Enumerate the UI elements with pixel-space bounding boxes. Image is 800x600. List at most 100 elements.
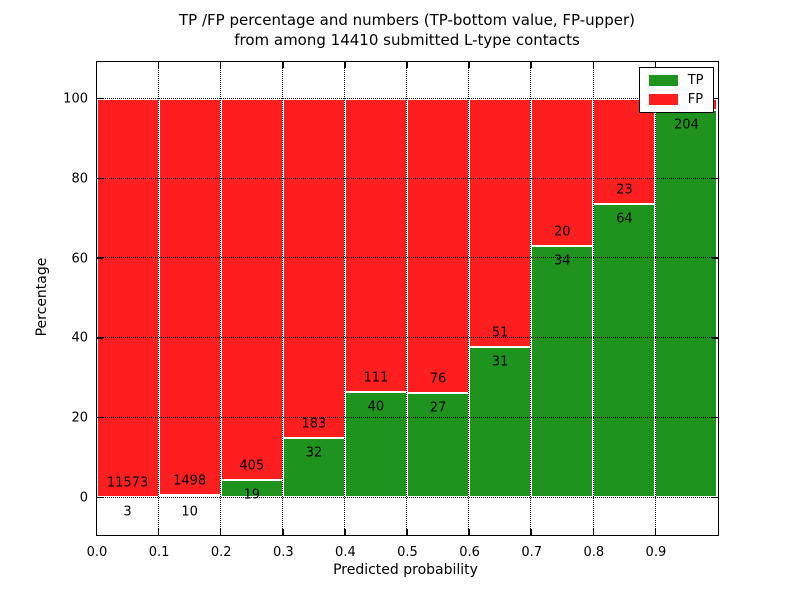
x-tick-label: 0.0 [86,545,108,560]
y-tick-left [96,496,103,499]
v-gridline [344,61,346,535]
y-tick-label: 0 [79,490,88,506]
x-tick-bottom [530,528,532,535]
x-tick-top [219,61,222,68]
y-tick-right [711,177,718,180]
y-tick-left [96,337,103,339]
v-gridline [406,61,408,535]
x-tick-top [468,61,470,68]
bar-segment-tp [469,346,532,498]
x-tick-top [530,61,532,68]
x-tick-top [282,61,284,68]
bar-segment-fp [344,98,407,392]
bar-segment-tp [593,204,656,498]
y-tick-label: 100 [63,91,88,107]
bar-segment-tp [407,392,470,498]
v-gridline [157,61,159,535]
bar-value-tp: 40 [367,399,385,415]
bar-segment-tp [655,109,718,498]
bar-value-tp: 10 [181,504,198,520]
bar-value-fp: 20 [553,224,571,240]
bar-value-fp: 23 [616,182,633,198]
x-tick-bottom [654,528,657,535]
legend-swatch-fp [648,93,678,105]
bar-segment-fp [407,98,470,393]
bar-segment-fp [469,98,532,347]
y-tick-label: 80 [71,171,88,187]
x-tick-top [406,61,408,68]
x-tick-top [344,61,346,68]
x-tick-label: 0.4 [335,545,356,560]
bar-segment-fp [593,98,656,204]
x-tick-bottom [157,528,160,535]
x-tick-label: 0.7 [521,545,543,560]
chart-title: TP /FP percentage and numbers (TP-bottom… [7,10,800,50]
bar-segment-fp [282,98,345,439]
bar-value-tp: 19 [243,487,261,503]
bar-segment-fp [96,98,159,498]
x-tick-label: 0.3 [272,545,294,560]
x-tick-bottom [282,528,284,535]
v-gridline [468,61,470,535]
v-gridline [282,61,283,535]
x-tick-label: 0.5 [397,545,418,560]
y-tick-label: 20 [71,410,88,426]
bar-value-fp: 405 [239,458,265,474]
x-tick-label: 0.1 [148,545,170,560]
x-tick-bottom [344,528,346,535]
bar-value-fp: 76 [429,371,447,387]
y-axis-label: Percentage [34,257,50,337]
y-tick-label: 60 [71,251,88,267]
y-tick-left [96,97,103,100]
x-tick-bottom [468,528,470,535]
bar-segment-fp [158,98,221,495]
bar-value-tp: 204 [674,117,699,133]
v-gridline [592,61,594,535]
y-tick-left [96,257,103,259]
bar-value-tp: 34 [553,253,571,269]
y-tick-right [711,97,718,100]
x-tick-top [157,61,160,68]
x-tick-label: 0.8 [583,545,605,560]
bar-value-fp: 51 [491,325,509,341]
bar-value-fp: 183 [301,416,327,432]
bar-segment-fp [531,98,594,247]
y-tick-label: 40 [71,330,88,346]
x-tick-label: 0.9 [645,545,667,560]
v-gridline [654,61,656,535]
chart-title-line2: from among 14410 submitted L-type contac… [234,31,580,49]
y-tick-left [96,416,103,419]
legend-entry-tp: TP [648,72,704,88]
bar-segment-tp [531,246,594,498]
legend-label-fp: FP [687,91,704,107]
legend-label-tp: TP [687,72,704,88]
x-axis-label: Predicted probability [333,562,478,578]
y-tick-right [711,337,718,339]
bar-value-tp: 27 [429,400,447,416]
x-tick-label: 0.2 [210,545,232,560]
bar-value-fp: 11573 [106,475,149,491]
bar-segment-fp [220,98,283,480]
x-tick-top [592,61,595,68]
plot-area: TP FP 11573 3 1498 10 405 19 183 32 111 40 76 27 51 31… [95,60,719,536]
x-tick-bottom [592,528,595,535]
legend-swatch-tp [648,74,678,86]
y-tick-right [711,496,718,499]
bar-value-tp: 32 [305,445,323,461]
y-tick-left [96,177,103,180]
v-gridline [530,61,532,535]
x-tick-bottom [406,528,408,535]
v-gridline [219,61,221,535]
y-tick-right [711,416,718,419]
bar-value-tp: 3 [123,504,132,520]
x-tick-bottom [219,528,222,535]
legend-entry-fp: FP [648,91,704,107]
x-tick-top [654,61,657,68]
bar-value-tp: 64 [616,211,633,227]
bar-value-tp: 31 [491,354,509,370]
x-tick-label: 0.6 [459,545,480,560]
y-tick-right [711,257,718,259]
bar-value-fp: 111 [363,370,389,386]
chart-title-line1: TP /FP percentage and numbers (TP-bottom… [179,11,635,29]
